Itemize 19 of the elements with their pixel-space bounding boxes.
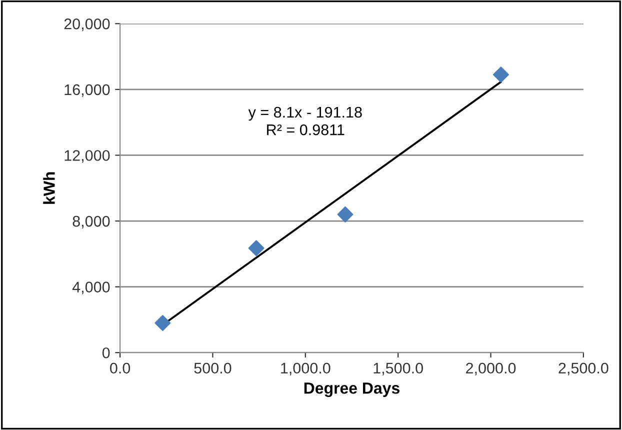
annotation: y = 8.1x - 191.18 R² = 0.9811: [248, 106, 362, 136]
y-axis-title: kWh: [43, 172, 55, 204]
y-tick-label: 12,000: [64, 150, 110, 163]
y-tick-label: 0: [102, 347, 110, 358]
x-tick-label: 1,000.0: [281, 362, 330, 376]
point: [154, 315, 171, 331]
y-tick-label: 16,000: [64, 84, 110, 97]
point: [248, 240, 264, 256]
x-tick-label: 500.0: [194, 362, 232, 374]
point: [337, 206, 354, 222]
y-tick-label: 20,000: [64, 18, 110, 32]
y-tick-label: 4,000: [72, 282, 110, 294]
x-tick-label: 2,500.0: [558, 362, 608, 376]
x-tick-label: 0.0: [110, 362, 130, 374]
x-axis-title: Degree Days: [304, 382, 400, 398]
point: [492, 66, 509, 83]
y-tick-label: 8,000: [72, 216, 110, 229]
x-tick-label: 1,500.0: [374, 362, 423, 376]
x-tick-label: 2,000.0: [466, 362, 516, 376]
